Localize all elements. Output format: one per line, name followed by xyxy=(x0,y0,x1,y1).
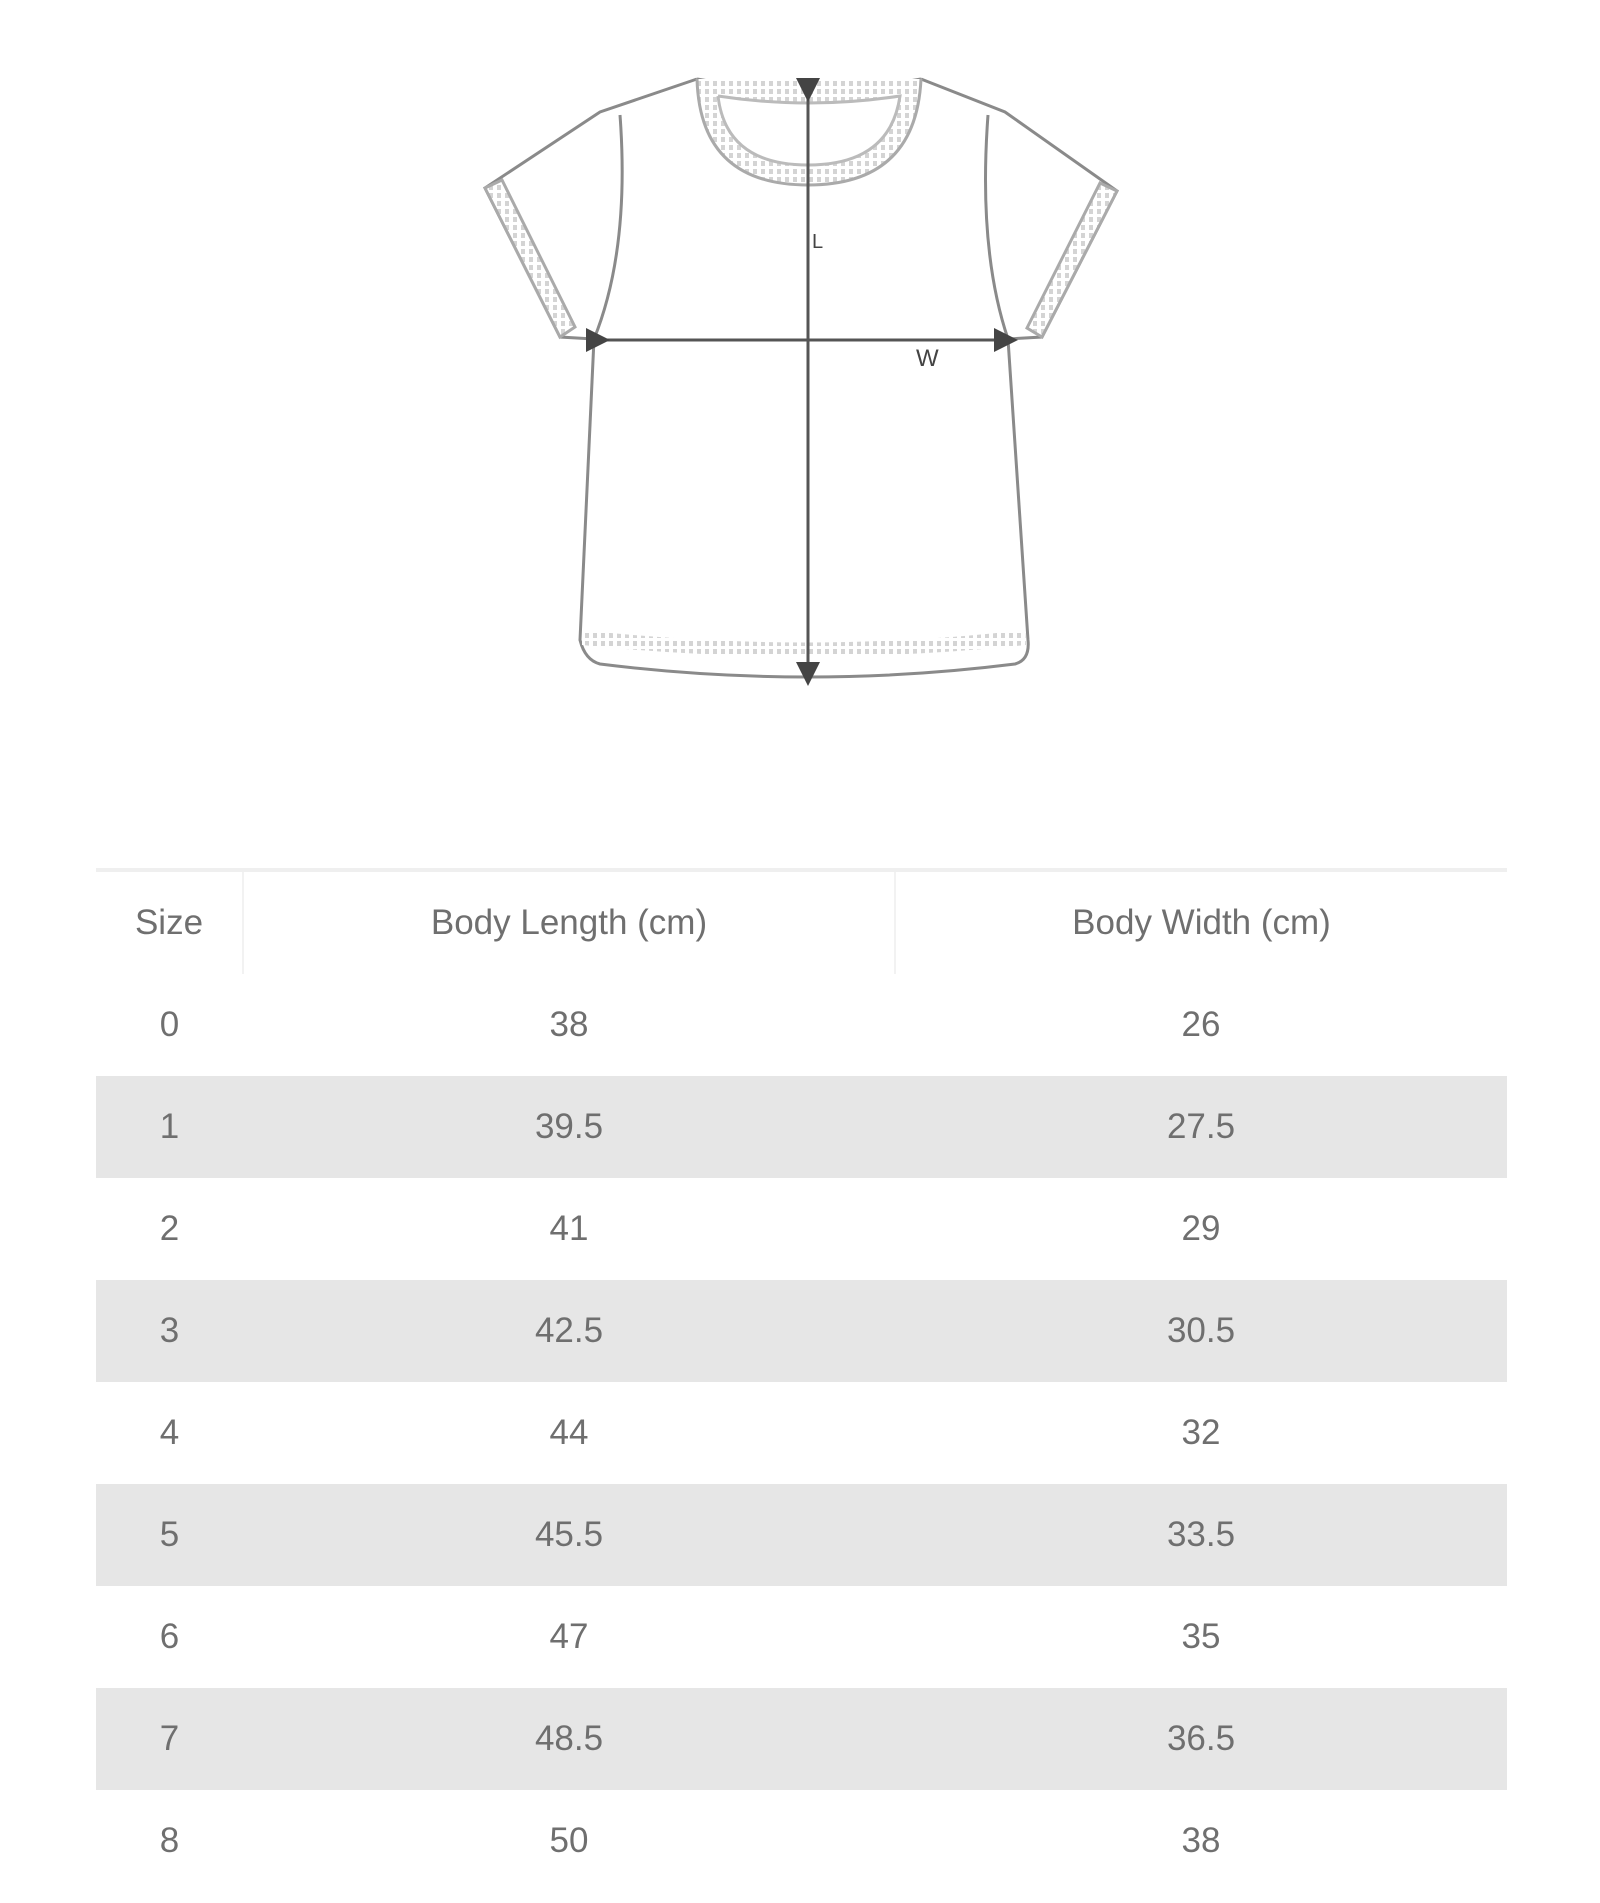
body-length-cell: 47 xyxy=(549,1617,589,1656)
body-length-cell: 41 xyxy=(549,1209,589,1248)
tshirt-measurement-diagram: L W xyxy=(482,77,1120,686)
table-row: 8 50 38 xyxy=(96,1790,1507,1892)
body-width-cell: 35 xyxy=(1181,1617,1221,1656)
tshirt-outline xyxy=(482,77,1120,679)
body-width-cell: 26 xyxy=(1181,1005,1221,1044)
body-width-cell: 30.5 xyxy=(895,1280,1507,1382)
size-cell: 8 xyxy=(159,1821,180,1860)
body-length-cell: 38 xyxy=(549,1005,589,1044)
body-length-cell: 50 xyxy=(549,1821,589,1860)
size-chart-table: Size Body Length (cm) Body Width (cm) 0 3… xyxy=(96,868,1507,1892)
table-row: 3 42.5 30.5 xyxy=(96,1280,1507,1382)
size-cell: 7 xyxy=(96,1688,243,1790)
body-width-cell: 36.5 xyxy=(895,1688,1507,1790)
size-cell: 4 xyxy=(159,1413,180,1452)
size-cell: 3 xyxy=(96,1280,243,1382)
table-header-row: Size Body Length (cm) Body Width (cm) xyxy=(96,870,1507,974)
body-length-cell: 42.5 xyxy=(243,1280,895,1382)
size-cell: 1 xyxy=(96,1076,243,1178)
body-length-cell: 45.5 xyxy=(243,1484,895,1586)
header-size: Size xyxy=(134,903,204,942)
body-length-cell: 39.5 xyxy=(243,1076,895,1178)
width-label: W xyxy=(916,345,939,372)
header-body-width: Body Width (cm) xyxy=(894,870,1507,974)
table-row: 1 39.5 27.5 xyxy=(96,1076,1507,1178)
length-label: L xyxy=(812,231,823,253)
body-length-cell: 48.5 xyxy=(243,1688,895,1790)
body-width-cell: 27.5 xyxy=(895,1076,1507,1178)
body-width-cell: 29 xyxy=(1181,1209,1221,1248)
size-cell: 0 xyxy=(159,1005,180,1044)
size-cell: 5 xyxy=(96,1484,243,1586)
table-row: 5 45.5 33.5 xyxy=(96,1484,1507,1586)
table-row: 7 48.5 36.5 xyxy=(96,1688,1507,1790)
body-width-cell: 38 xyxy=(1181,1821,1221,1860)
table-row: 6 47 35 xyxy=(96,1586,1507,1688)
table-row: 4 44 32 xyxy=(96,1382,1507,1484)
body-length-cell: 44 xyxy=(549,1413,589,1452)
size-cell: 6 xyxy=(159,1617,180,1656)
body-width-cell: 33.5 xyxy=(895,1484,1507,1586)
size-cell: 2 xyxy=(159,1209,180,1248)
body-width-cell: 32 xyxy=(1181,1413,1221,1452)
header-body-length: Body Length (cm) xyxy=(242,870,895,974)
table-row: 0 38 26 xyxy=(96,974,1507,1076)
table-row: 2 41 29 xyxy=(96,1178,1507,1280)
